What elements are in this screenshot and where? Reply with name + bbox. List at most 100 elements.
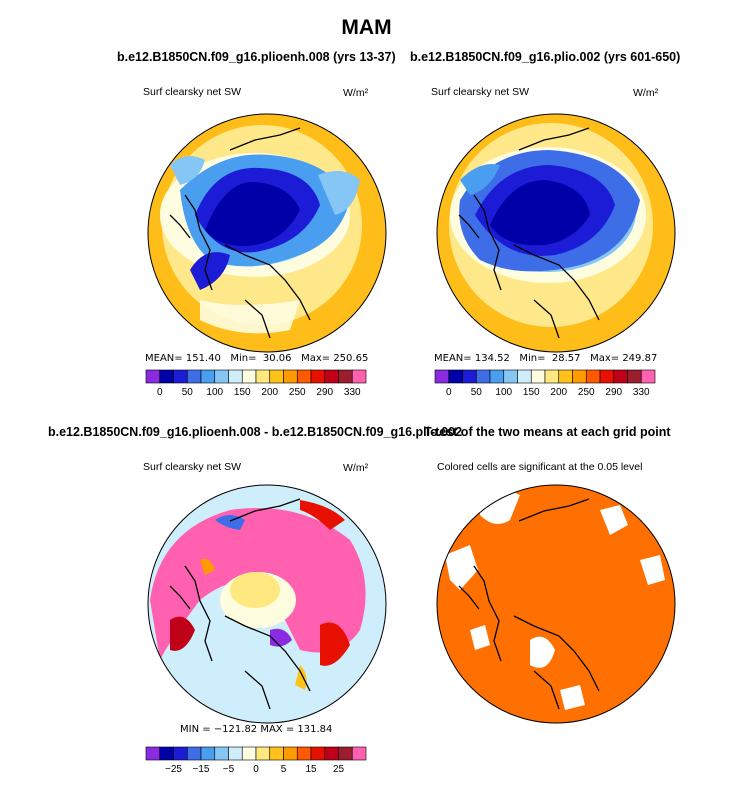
cb2-tick-label: 150 xyxy=(523,387,540,398)
cb2-tick-label: 200 xyxy=(550,387,567,398)
cb3-swatch xyxy=(241,746,257,761)
cb3-swatch xyxy=(296,746,312,761)
panel-1-coastlines xyxy=(169,127,311,339)
cb1-swatch xyxy=(269,369,284,384)
cb2-swatch xyxy=(599,369,615,384)
cb3-swatch xyxy=(351,746,367,761)
cb2-tick-label: 250 xyxy=(578,387,595,398)
panel-1-stats: MEAN= 151.40 Min= 30.06 Max= 250.65 xyxy=(145,353,369,364)
cb1-swatch xyxy=(228,369,243,384)
cb2-swatch xyxy=(613,369,628,384)
panel-1-title: b.e12.B1850CN.f09_g16.plioenh.008 (yrs 1… xyxy=(117,50,396,64)
cb1-swatch xyxy=(186,369,202,384)
panel-2-title: b.e12.B1850CN.f09_g16.plio.002 (yrs 601-… xyxy=(410,50,681,64)
cb2-tick-label: 330 xyxy=(633,387,650,398)
cb2-swatch xyxy=(475,369,491,384)
cb2-swatch xyxy=(544,369,560,384)
panel-2-coastlines xyxy=(458,127,600,339)
cb1-tick-label: 290 xyxy=(316,387,333,398)
cb2-swatch xyxy=(558,369,573,384)
panel-1-field-label: Surf clearsky net SW xyxy=(143,86,242,98)
cb3-swatch xyxy=(338,746,353,761)
cb3-tick-label: 15 xyxy=(305,764,317,775)
cb1-swatch xyxy=(241,369,257,384)
cb2-tick-label: 100 xyxy=(495,387,512,398)
cb3-swatch xyxy=(269,746,284,761)
cb2-swatch xyxy=(503,369,518,384)
cb2-tick-label: 50 xyxy=(471,387,483,398)
cb3-tick-label: 0 xyxy=(253,764,259,775)
cb3-swatch xyxy=(200,746,216,761)
cb2-swatch xyxy=(572,369,587,384)
cb1-swatch xyxy=(324,369,339,384)
cb3-tick-label: −15 xyxy=(193,764,210,775)
cb1-swatch xyxy=(145,369,161,384)
cb1-tick-label: 0 xyxy=(157,387,163,398)
cb3-tick-label: −25 xyxy=(165,764,182,775)
panel-4-coastlines xyxy=(458,498,600,710)
cb3-swatch xyxy=(145,746,161,761)
figure-title: MAM xyxy=(341,16,392,39)
panel-2-colorbar: 0 50 100 150 200 250 290 330 xyxy=(434,369,656,398)
cb3-tick-label: −5 xyxy=(223,764,235,775)
cb2-swatch xyxy=(448,369,463,384)
panel-4-title: T-test of the two means at each grid poi… xyxy=(424,425,671,439)
panel-1-colorbar: 0 50 100 150 200 250 290 330 xyxy=(145,369,367,398)
panel-2-units: W/m² xyxy=(633,87,659,99)
cb2-tick-label: 0 xyxy=(446,387,452,398)
cb1-swatch xyxy=(255,369,271,384)
cb1-swatch xyxy=(338,369,353,384)
cb2-swatch xyxy=(434,369,450,384)
panel-2-stats: MEAN= 134.52 Min= 28.57 Max= 249.87 xyxy=(434,353,658,364)
cb2-tick-label: 290 xyxy=(605,387,622,398)
panel-2-map xyxy=(437,114,675,352)
cb1-tick-label: 100 xyxy=(206,387,223,398)
cb3-swatch xyxy=(159,746,174,761)
cb1-swatch xyxy=(351,369,367,384)
panel-3-stats: MIN = −121.82 MAX = 131.84 xyxy=(180,724,333,735)
cb3-swatch xyxy=(324,746,339,761)
cb3-tick-label: 5 xyxy=(281,764,287,775)
cb3-swatch xyxy=(310,746,326,761)
panel-4-field-label: Colored cells are significant at the 0.0… xyxy=(437,461,643,473)
cb1-swatch xyxy=(159,369,174,384)
cb1-tick-label: 330 xyxy=(344,387,361,398)
panel-1-map xyxy=(148,114,386,352)
cb2-swatch xyxy=(585,369,601,384)
panel-2-outline xyxy=(436,113,676,353)
panel-2-field-label: Surf clearsky net SW xyxy=(431,86,530,98)
panel-3-units: W/m² xyxy=(343,462,369,474)
cb1-swatch xyxy=(283,369,298,384)
cb1-tick-label: 200 xyxy=(261,387,278,398)
panel-3-colorbar: −25 −15 −5 0 5 15 25 xyxy=(145,746,367,775)
cb1-tick-label: 250 xyxy=(289,387,306,398)
panel-3-coastlines xyxy=(169,498,311,710)
cb1-tick-label: 50 xyxy=(182,387,194,398)
cb2-swatch xyxy=(489,369,505,384)
cb1-swatch xyxy=(296,369,312,384)
cb2-swatch xyxy=(462,369,477,384)
cb2-swatch xyxy=(517,369,532,384)
cb3-swatch xyxy=(173,746,188,761)
cb1-swatch xyxy=(173,369,188,384)
panel-4-outline xyxy=(436,484,676,724)
cb2-swatch xyxy=(627,369,642,384)
cb2-swatch xyxy=(530,369,546,384)
cb3-swatch xyxy=(214,746,229,761)
panel-4-map xyxy=(437,485,675,723)
cb1-swatch xyxy=(214,369,229,384)
panel-3-title: b.e12.B1850CN.f09_g16.plioenh.008 - b.e1… xyxy=(48,425,463,439)
cb1-swatch xyxy=(310,369,326,384)
panel-1-units: W/m² xyxy=(343,87,369,99)
cb3-swatch xyxy=(228,746,243,761)
cb3-swatch xyxy=(283,746,298,761)
panel-1-outline xyxy=(147,113,387,353)
cb2-swatch xyxy=(640,369,656,384)
cb1-swatch xyxy=(200,369,216,384)
panel-3-map xyxy=(148,485,386,723)
cb3-swatch xyxy=(255,746,271,761)
cb3-swatch xyxy=(186,746,202,761)
panel-3-field-label: Surf clearsky net SW xyxy=(143,461,242,473)
panel-3-outline xyxy=(147,484,387,724)
